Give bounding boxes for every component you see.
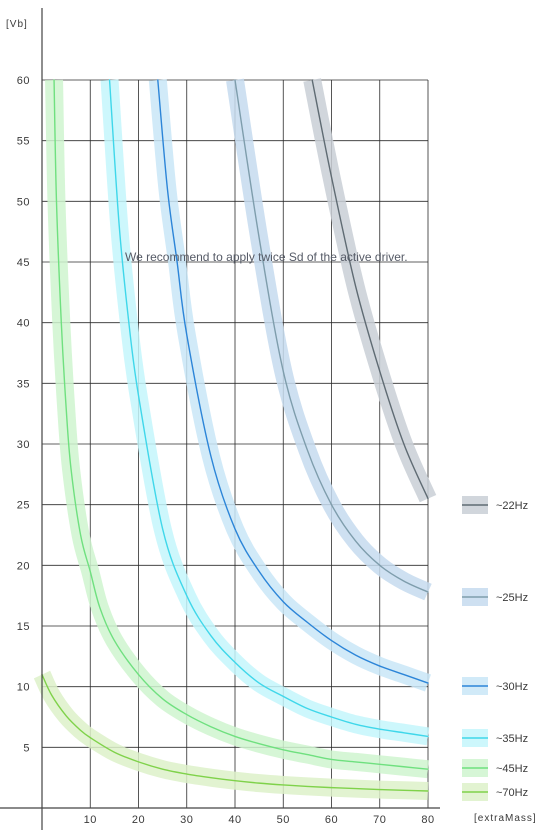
grid	[42, 79, 429, 808]
series-lines	[41, 79, 429, 792]
legend-label: ~70Hz	[496, 787, 528, 799]
x-tick-label: 80	[421, 814, 434, 826]
x-axis-label: [extraMass]	[474, 813, 537, 824]
series-band	[303, 78, 437, 503]
series-line	[157, 79, 429, 684]
x-tick-label: 60	[325, 814, 338, 826]
chart-annotation: We recommend to apply twice Sd of the ac…	[125, 250, 408, 264]
y-tick-label: 40	[17, 318, 30, 330]
x-tick-label: 20	[132, 814, 145, 826]
series-line	[108, 79, 429, 738]
y-tick-label: 35	[17, 378, 30, 390]
y-axis-label: [Vb]	[6, 19, 28, 30]
legend-label: ~30Hz	[496, 681, 528, 693]
y-tick-label: 55	[17, 136, 30, 148]
legend-label: ~22Hz	[496, 500, 528, 512]
y-tick-label: 5	[23, 742, 30, 754]
y-tick-label: 10	[17, 682, 30, 694]
y-tick-label: 15	[17, 621, 30, 633]
tick-labels: 5 10 15 20 25 30 35 40 45 50 55 60 10 20 30 40 50 60 70 80	[17, 75, 434, 826]
x-tick-label: 70	[373, 814, 386, 826]
x-tick-label: 50	[277, 814, 290, 826]
legend: ~22Hz ~25Hz ~30Hz ~35Hz ~45Hz ~70Hz	[462, 496, 528, 801]
y-tick-label: 20	[17, 560, 30, 572]
axes	[0, 8, 440, 830]
series-line	[311, 79, 429, 500]
y-tick-label: 60	[17, 75, 30, 87]
y-tick-label: 30	[17, 439, 30, 451]
legend-label: ~25Hz	[496, 592, 528, 604]
series-band	[100, 79, 430, 746]
x-tick-label: 10	[84, 814, 97, 826]
y-tick-label: 45	[17, 257, 30, 269]
legend-label: ~35Hz	[496, 733, 528, 745]
y-tick-label: 25	[17, 500, 30, 512]
x-tick-label: 40	[228, 814, 241, 826]
series-line	[41, 673, 429, 792]
series-line	[234, 79, 429, 593]
y-tick-label: 50	[17, 196, 30, 208]
series-line	[53, 79, 429, 770]
x-tick-label: 30	[180, 814, 193, 826]
legend-label: ~45Hz	[496, 763, 528, 775]
